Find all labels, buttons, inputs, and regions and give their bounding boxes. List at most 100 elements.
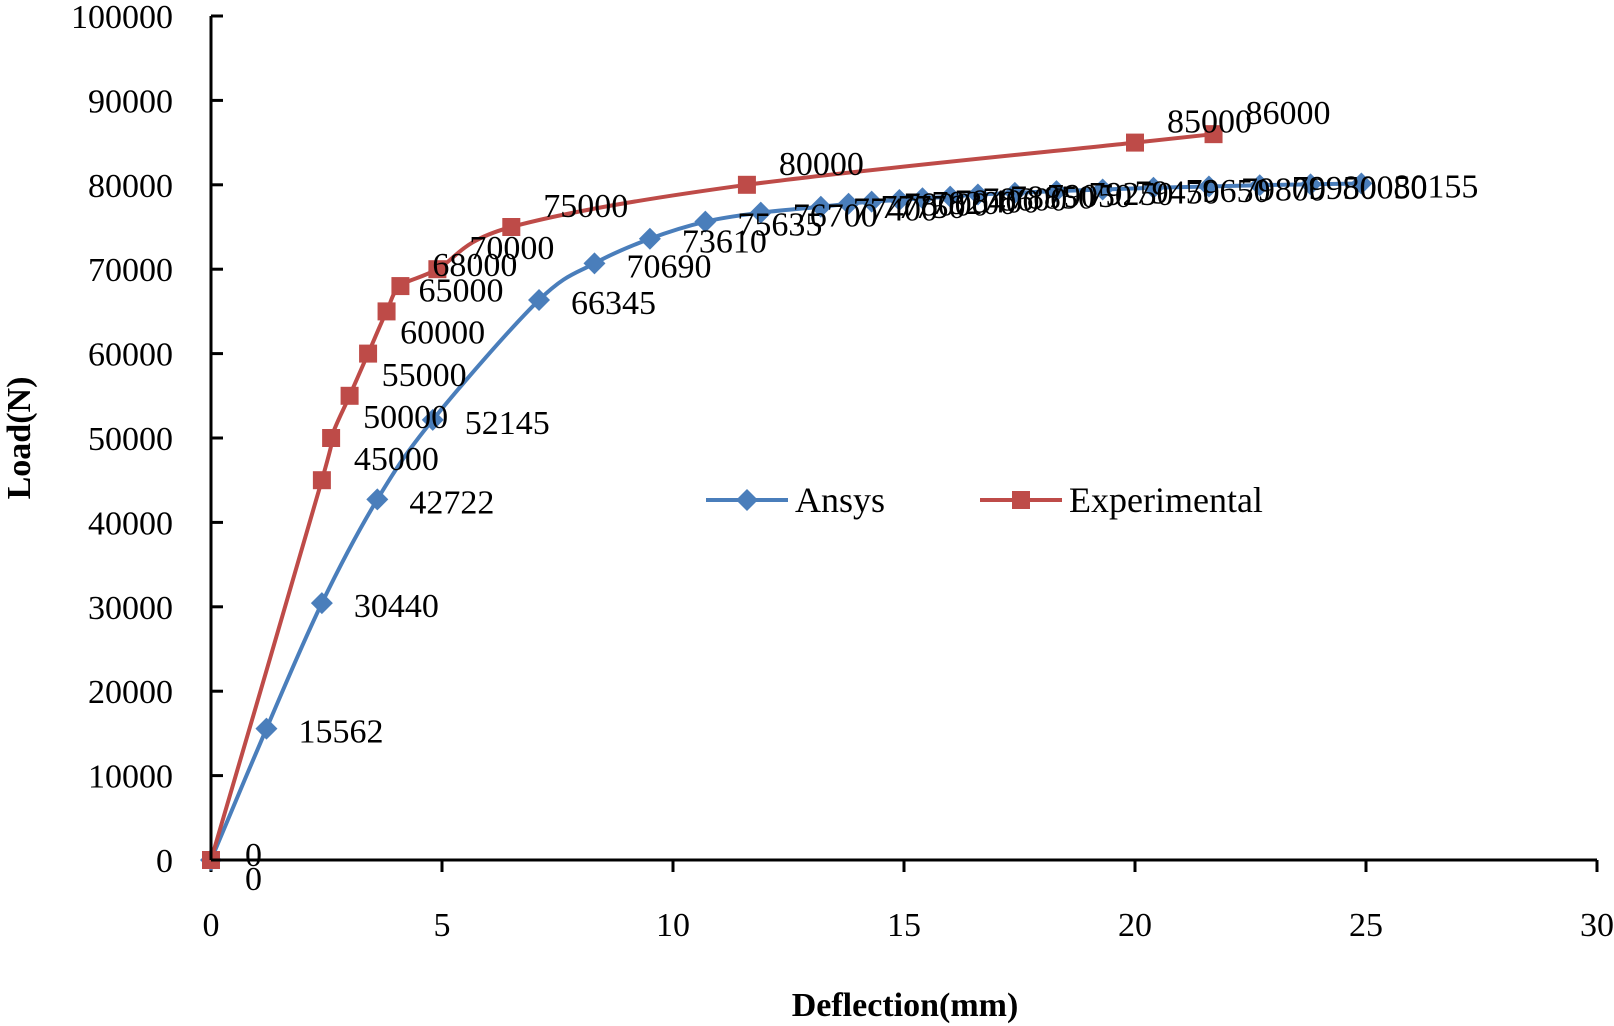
y-tick-label: 60000 [88, 337, 173, 374]
data-label-ansys: 30440 [354, 588, 439, 625]
data-point-experimental [1204, 125, 1223, 144]
data-point-ansys [1197, 175, 1220, 198]
data-label-ansys: 15562 [298, 714, 383, 751]
legend-marker-ansys [736, 489, 758, 511]
data-label-experimental: 86000 [1246, 95, 1331, 132]
x-tick-label: 5 [434, 907, 451, 944]
y-axis-title: Load(N) [1, 377, 38, 500]
y-tick-label: 70000 [88, 252, 173, 289]
data-label-ansys: 79800 [1241, 171, 1326, 208]
y-tick-label: 100000 [71, 0, 173, 36]
x-axis-ticks: 0 5 10 15 20 25 30 [203, 860, 1614, 944]
data-label-ansys: 66345 [571, 285, 656, 322]
data-point-ansys [1299, 173, 1322, 196]
data-point-ansys [421, 408, 444, 431]
data-point-experimental [737, 175, 756, 194]
data-label-ansys: 78400 [954, 183, 1039, 220]
data-label-ansys: 80050 [1343, 169, 1428, 206]
data-label-ansys: 70690 [626, 248, 711, 285]
legend-label-ansys: Ansys [795, 480, 885, 520]
data-label-experimental: 45000 [354, 441, 439, 478]
data-point-ansys [694, 210, 717, 233]
series-group [200, 125, 1373, 871]
data-point-ansys [583, 252, 606, 275]
data-label-ansys: 76700 [793, 198, 878, 235]
data-point-ansys [310, 592, 333, 615]
data-point-experimental [359, 344, 378, 363]
series-line-ansys [209, 181, 1362, 861]
data-point-ansys [860, 190, 883, 213]
data-point-experimental [322, 429, 341, 447]
data-point-experimental [502, 218, 521, 236]
data-point-experimental [1126, 133, 1144, 152]
data-label-experimental: 85000 [1167, 104, 1252, 141]
data-point-ansys [966, 183, 989, 206]
data-label-experimental: 68000 [432, 247, 517, 284]
data-label-ansys: 79450 [1135, 174, 1220, 211]
data-point-ansys [1350, 172, 1373, 195]
data-label-ansys: 73610 [682, 224, 767, 261]
data-label-experimental: 65000 [419, 272, 504, 309]
data-point-ansys [638, 227, 661, 250]
legend-label-experimental: Experimental [1069, 480, 1263, 520]
data-point-experimental [428, 260, 447, 279]
data-label-ansys: 78200 [931, 185, 1016, 222]
x-tick-label: 15 [887, 907, 921, 944]
data-label-ansys: 42722 [409, 484, 494, 521]
data-label-ansys: 77750 [881, 189, 966, 226]
data-labels: 0 15562 30440 42722 52145 6634570690736107563… [245, 95, 1478, 898]
legend: Ansys Experimental [706, 480, 1263, 520]
legend-marker-experimental [1012, 491, 1030, 509]
legend-item-experimental: Experimental [980, 480, 1263, 520]
y-axis-ticks: 0 10000 20000 30000 40000 50000 60000 70000 8000… [71, 0, 223, 880]
x-tick-label: 30 [1580, 907, 1614, 944]
data-label-experimental: 75000 [543, 188, 628, 225]
y-tick-label: 30000 [88, 590, 173, 627]
data-label-ansys: 79950 [1292, 170, 1377, 207]
data-point-ansys [837, 192, 860, 215]
data-label-ansys: 52145 [465, 405, 550, 442]
data-point-ansys [1003, 181, 1026, 204]
data-point-ansys [1142, 176, 1165, 199]
data-point-experimental [340, 386, 359, 405]
data-point-ansys [888, 188, 911, 211]
y-tick-label: 0 [156, 843, 173, 880]
data-label-experimental: 60000 [400, 315, 485, 352]
data-point-experimental [377, 302, 396, 321]
data-point-ansys [366, 488, 389, 511]
data-point-ansys [255, 717, 278, 740]
data-label-ansys: 79050 [1047, 178, 1132, 215]
data-point-ansys [911, 187, 934, 210]
data-label-ansys: 78000 [904, 187, 989, 224]
x-tick-label: 25 [1349, 907, 1383, 944]
data-point-ansys [1045, 180, 1068, 203]
data-point-ansys [809, 195, 832, 218]
data-point-experimental [391, 277, 410, 296]
y-tick-label: 50000 [88, 421, 173, 458]
data-label-ansys: 80155 [1393, 168, 1478, 205]
data-label-ansys: 75635 [737, 207, 822, 244]
data-label-experimental: 70000 [469, 230, 554, 267]
data-label-ansys: 79250 [1088, 176, 1173, 213]
data-point-ansys [1091, 178, 1114, 201]
data-label-ansys: 77400 [853, 192, 938, 229]
y-tick-label: 20000 [88, 674, 173, 711]
data-label-experimental: 55000 [382, 357, 467, 394]
y-tick-label: 90000 [88, 83, 173, 120]
data-label-experimental: 0 [245, 837, 262, 874]
x-tick-label: 20 [1118, 907, 1152, 944]
data-label-experimental: 50000 [363, 399, 448, 436]
data-label-ansys: 78850 [1010, 180, 1095, 217]
data-point-ansys [749, 201, 772, 224]
x-axis-title: Deflection(mm) [792, 987, 1019, 1024]
data-point-ansys [939, 185, 962, 208]
data-label-experimental: 80000 [779, 146, 864, 183]
data-point-experimental [312, 471, 331, 490]
data-point-ansys [1248, 174, 1271, 197]
data-label-ansys: 79650 [1185, 173, 1270, 210]
legend-item-ansys: Ansys [706, 480, 885, 520]
data-point-ansys [528, 289, 551, 312]
y-tick-label: 10000 [88, 759, 173, 796]
data-label-ansys: 0 [245, 861, 262, 898]
